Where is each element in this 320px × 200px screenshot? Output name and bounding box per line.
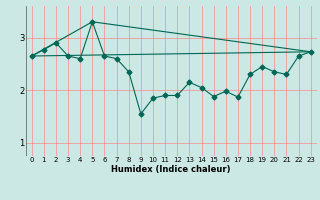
X-axis label: Humidex (Indice chaleur): Humidex (Indice chaleur) [111,165,231,174]
